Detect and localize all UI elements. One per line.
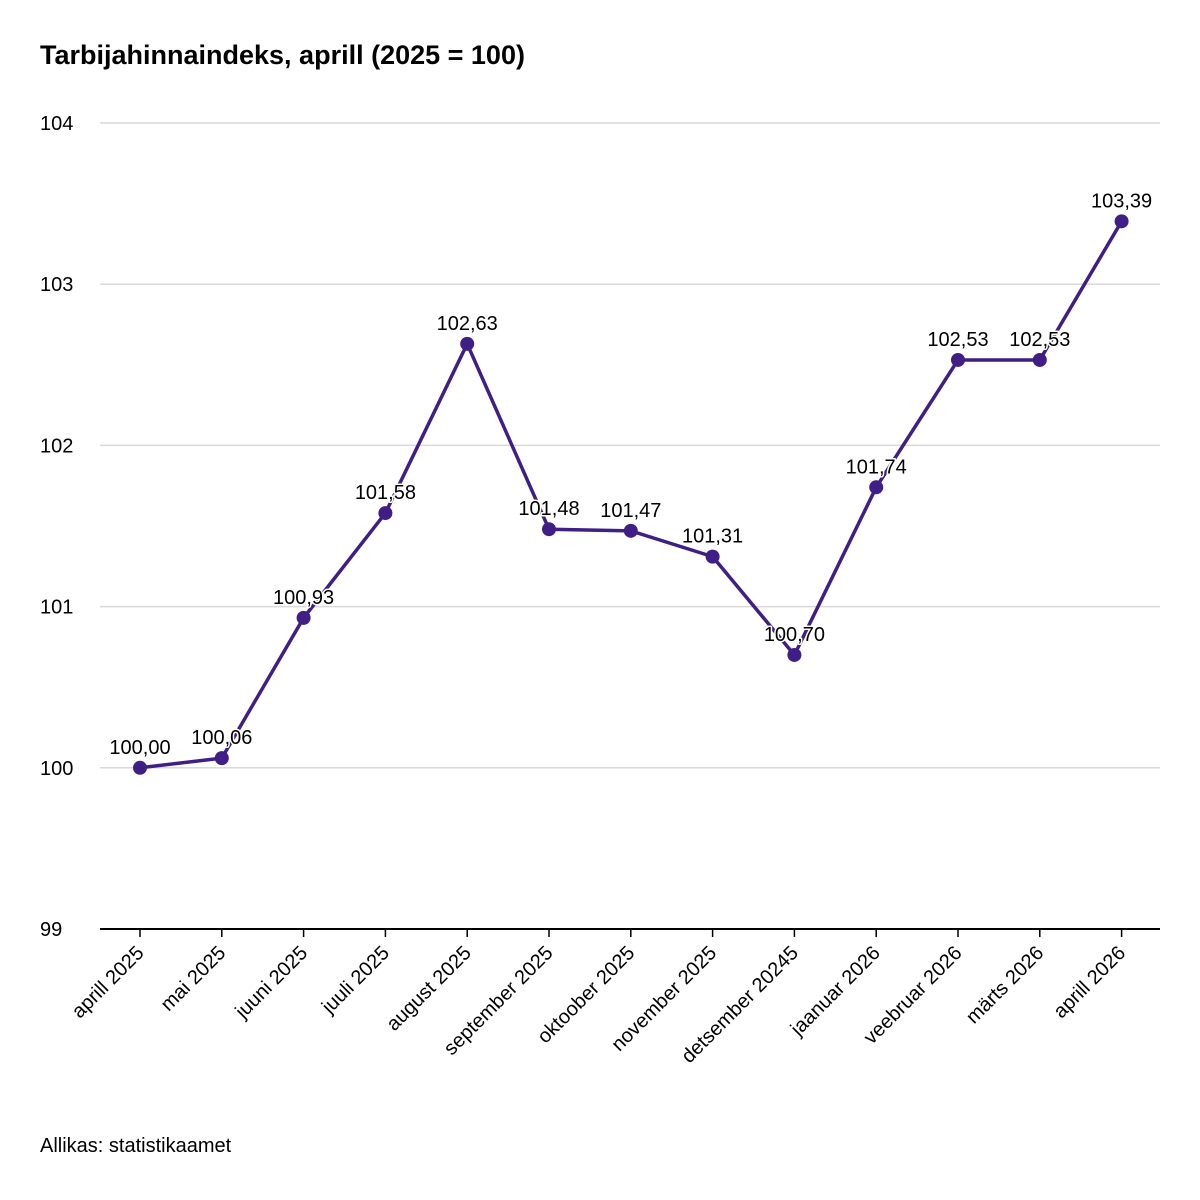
data-point	[133, 760, 147, 775]
data-label: 100,06	[191, 727, 252, 749]
data-points	[133, 214, 1129, 775]
data-point	[951, 352, 965, 367]
data-point	[869, 480, 884, 495]
data-point	[542, 522, 556, 537]
data-point	[1032, 352, 1047, 367]
data-label: 103,39	[1091, 190, 1152, 212]
data-label: 100,70	[764, 624, 825, 646]
data-point	[214, 751, 229, 766]
y-tick-label: 100	[40, 758, 73, 780]
data-label: 101,74	[846, 456, 907, 478]
x-tick-label: aprill 2025	[68, 942, 149, 1023]
series-line-path	[138, 219, 1124, 770]
data-label: 102,53	[1009, 329, 1070, 351]
y-tick-label: 102	[40, 435, 73, 457]
data-point	[1114, 214, 1129, 229]
data-point	[623, 523, 638, 538]
x-tick-label: juuni 2025	[231, 942, 313, 1024]
x-tick-label: märts 2026	[962, 942, 1048, 1028]
data-label: 101,47	[600, 500, 661, 522]
y-tick-label: 103	[40, 274, 73, 296]
data-labels: 100,00 100,06 100,93 101,58 102,63 101,48 101,…	[108, 189, 1154, 760]
data-label: 102,53	[927, 329, 988, 351]
source-note: Allikas: statistikaamet	[40, 1135, 232, 1157]
data-label: 100,00	[109, 737, 170, 759]
x-tick-label: juuli 2025	[317, 942, 394, 1019]
x-tick-label: aprill 2026	[1049, 942, 1130, 1023]
data-point	[378, 506, 393, 521]
chart-title: Tarbijahinnaindeks, aprill (2025 = 100)	[40, 40, 525, 70]
y-tick-label: 99	[40, 919, 62, 941]
data-point	[705, 549, 720, 564]
data-point	[460, 336, 475, 351]
x-tick-label: mai 2025	[157, 942, 231, 1016]
data-point	[787, 647, 802, 662]
data-point	[296, 610, 311, 625]
y-tick-label: 101	[40, 597, 73, 619]
data-label: 102,63	[437, 313, 498, 335]
x-axis-ticks: aprill 2025 mai 2025 juuni 2025 juuli 2025 a…	[68, 929, 1130, 1068]
y-axis-ticks: 99 100 101 102 103 104	[40, 113, 73, 941]
data-label: 101,58	[355, 482, 416, 504]
series-line	[138, 219, 1124, 770]
gridlines	[100, 122, 1160, 769]
data-label: 101,31	[682, 526, 743, 548]
y-tick-label: 104	[40, 113, 73, 135]
data-label: 100,93	[273, 587, 334, 609]
data-label: 101,48	[518, 498, 579, 520]
